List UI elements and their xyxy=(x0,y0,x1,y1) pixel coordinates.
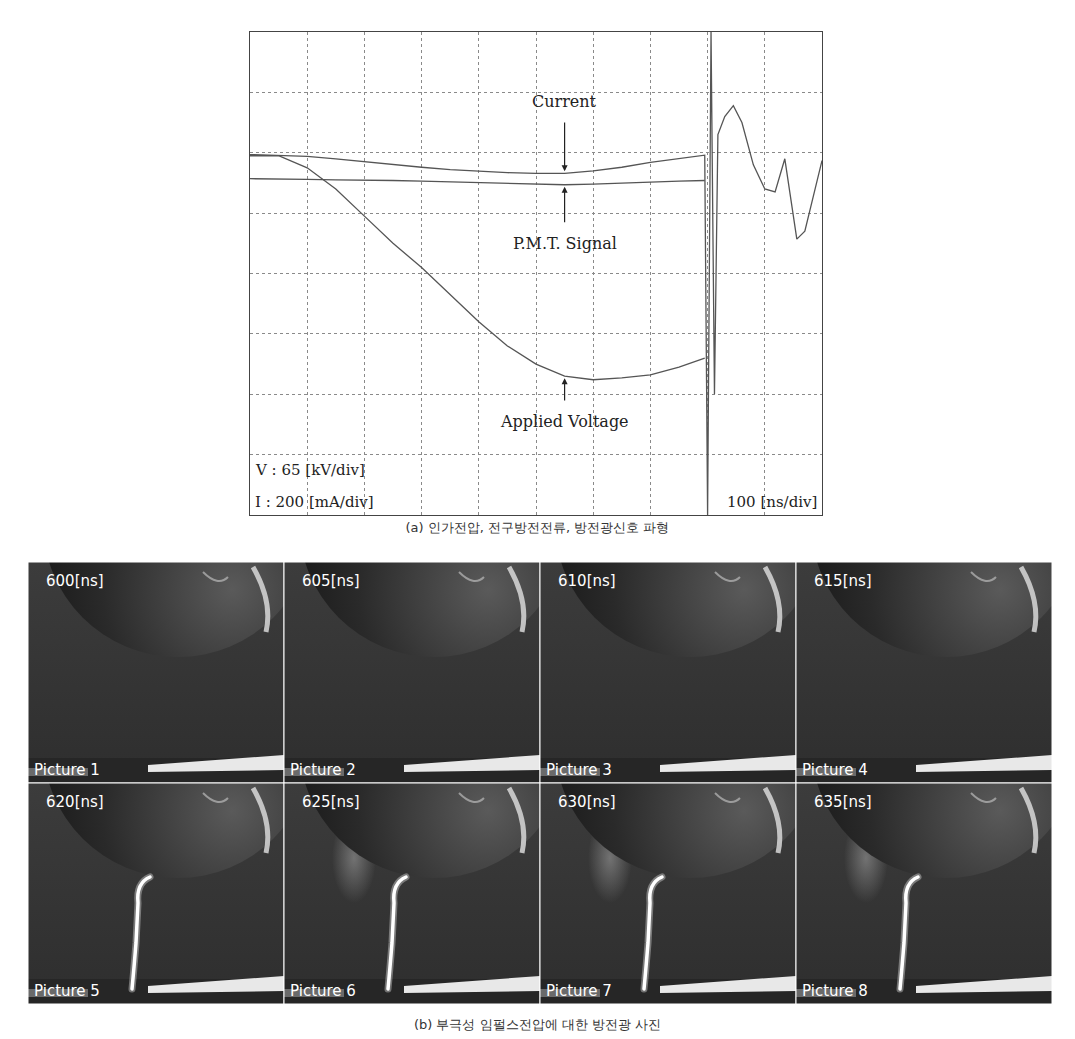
svg-text:615[ns]: 615[ns] xyxy=(814,572,872,590)
svg-text:635[ns]: 635[ns] xyxy=(814,793,872,811)
svg-text:Picture 5: Picture 5 xyxy=(34,982,100,1000)
svg-text:620[ns]: 620[ns] xyxy=(46,793,104,811)
svg-text:600[ns]: 600[ns] xyxy=(46,572,104,590)
svg-text:Picture 7: Picture 7 xyxy=(546,982,612,1000)
svg-text:Applied Voltage: Applied Voltage xyxy=(500,412,629,431)
html-text:(a) 인가전압, 전구방전전류, 방전광신호 파형: (a) 인가전압, 전구방전전류, 방전광신호 파형 xyxy=(405,520,670,535)
svg-text:Picture 6: Picture 6 xyxy=(290,982,356,1000)
svg-text:Current: Current xyxy=(532,92,597,111)
svg-text:V : 65 [kV/div]: V : 65 [kV/div] xyxy=(255,461,365,479)
html-text:(b) 부극성 임펄스전압에 대한 방전광 사진: (b) 부극성 임펄스전압에 대한 방전광 사진 xyxy=(414,1017,661,1032)
svg-text:Picture 1: Picture 1 xyxy=(34,761,100,779)
svg-text:Picture 3: Picture 3 xyxy=(546,761,612,779)
svg-text:100 [ns/div]: 100 [ns/div] xyxy=(727,493,817,511)
svg-text:P.M.T. Signal: P.M.T. Signal xyxy=(513,234,617,253)
svg-text:I : 200 [mA/div]: I : 200 [mA/div] xyxy=(255,493,374,511)
svg-text:605[ns]: 605[ns] xyxy=(302,572,360,590)
svg-text:625[ns]: 625[ns] xyxy=(302,793,360,811)
svg-text:Picture 4: Picture 4 xyxy=(802,761,868,779)
svg-text:630[ns]: 630[ns] xyxy=(558,793,616,811)
svg-text:610[ns]: 610[ns] xyxy=(558,572,616,590)
svg-text:Picture 8: Picture 8 xyxy=(802,982,868,1000)
svg-text:Picture 2: Picture 2 xyxy=(290,761,356,779)
